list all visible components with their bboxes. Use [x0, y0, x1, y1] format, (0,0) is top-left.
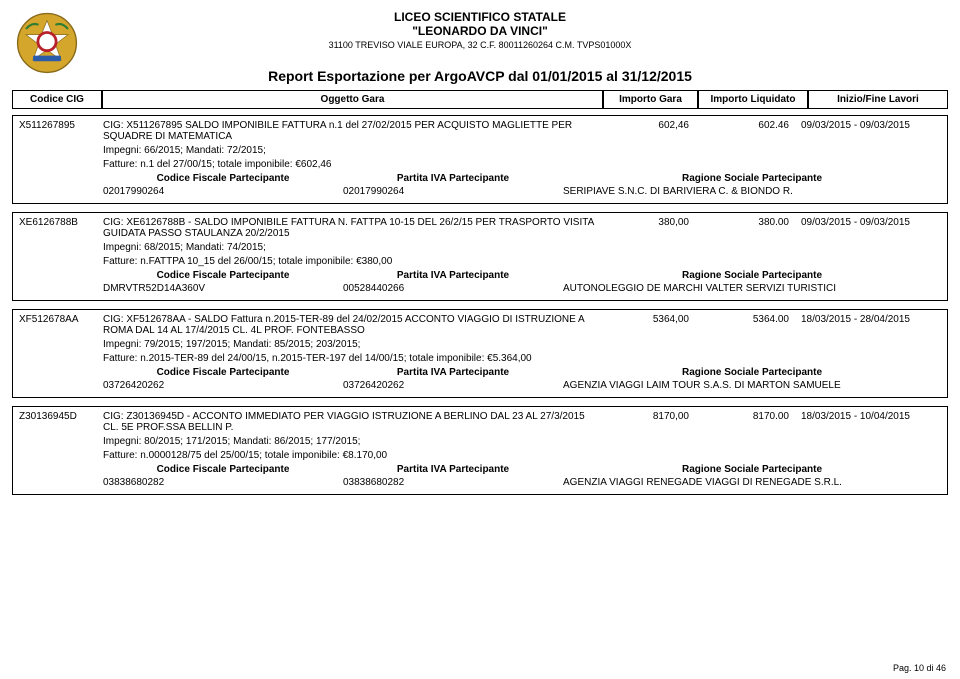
oggetto-value: CIG: XE6126788B - SALDO IMPONIBILE FATTU… [103, 217, 606, 239]
record-main-row: X511267895 CIG: X511267895 SALDO IMPONIB… [19, 120, 941, 142]
col-header-liquidato: Importo Liquidato [698, 90, 808, 109]
liquidato-value: 5364.00 [701, 314, 801, 336]
subcol-piva: Partita IVA Partecipante [343, 367, 563, 378]
col-header-cig: Codice CIG [12, 90, 102, 109]
fatture-line: Fatture: n.0000128/75 del 25/00/15; tota… [103, 450, 941, 461]
impegni-line: Impegni: 79/2015; 197/2015; Mandati: 85/… [103, 339, 941, 350]
record: XE6126788B CIG: XE6126788B - SALDO IMPON… [12, 212, 948, 301]
record-main-row: Z30136945D CIG: Z30136945D - ACCONTO IMM… [19, 411, 941, 433]
subcol-piva: Partita IVA Partecipante [343, 173, 563, 184]
participant-row: DMRVTR52D14A360V 00528440266 AUTONOLEGGI… [103, 283, 941, 294]
piva-value: 02017990264 [343, 186, 563, 197]
participant-row: 03726420262 03726420262 AGENZIA VIAGGI L… [103, 380, 941, 391]
participant-header-row: Codice Fiscale Partecipante Partita IVA … [103, 464, 941, 475]
subcol-rs: Ragione Sociale Partecipante [563, 173, 941, 184]
cig-value: XF512678AA [19, 314, 103, 336]
rs-value: AUTONOLEGGIO DE MARCHI VALTER SERVIZI TU… [563, 283, 941, 294]
record: X511267895 CIG: X511267895 SALDO IMPONIB… [12, 115, 948, 204]
col-header-oggetto: Oggetto Gara [102, 90, 603, 109]
date-value: 18/03/2015 - 10/04/2015 [801, 411, 941, 433]
fatture-line: Fatture: n.FATTPA 10_15 del 26/00/15; to… [103, 256, 941, 267]
participant-header-row: Codice Fiscale Partecipante Partita IVA … [103, 173, 941, 184]
page-number: Pag. 10 di 46 [893, 663, 946, 673]
date-value: 18/03/2015 - 28/04/2015 [801, 314, 941, 336]
subcol-rs: Ragione Sociale Partecipante [563, 464, 941, 475]
date-value: 09/03/2015 - 09/03/2015 [801, 217, 941, 239]
subcol-cf: Codice Fiscale Partecipante [103, 270, 343, 281]
impegni-line: Impegni: 66/2015; Mandati: 72/2015; [103, 145, 941, 156]
oggetto-value: CIG: XF512678AA - SALDO Fattura n.2015-T… [103, 314, 606, 336]
piva-value: 03726420262 [343, 380, 563, 391]
fatture-line: Fatture: n.1 del 27/00/15; totale imponi… [103, 159, 941, 170]
cf-value: 03838680282 [103, 477, 343, 488]
cf-value: 03726420262 [103, 380, 343, 391]
subcol-rs: Ragione Sociale Partecipante [563, 270, 941, 281]
subcol-piva: Partita IVA Partecipante [343, 464, 563, 475]
school-address: 31100 TREVISO VIALE EUROPA, 32 C.F. 8001… [0, 40, 960, 50]
cf-value: 02017990264 [103, 186, 343, 197]
subcol-rs: Ragione Sociale Partecipante [563, 367, 941, 378]
col-header-date: Inizio/Fine Lavori [808, 90, 948, 109]
importo-value: 380,00 [606, 217, 701, 239]
header-block: LICEO SCIENTIFICO STATALE "LEONARDO DA V… [0, 0, 960, 50]
piva-value: 03838680282 [343, 477, 563, 488]
oggetto-value: CIG: Z30136945D - ACCONTO IMMEDIATO PER … [103, 411, 606, 433]
rs-value: SERIPIAVE S.N.C. DI BARIVIERA C. & BIOND… [563, 186, 941, 197]
cig-value: XE6126788B [19, 217, 103, 239]
participant-header-row: Codice Fiscale Partecipante Partita IVA … [103, 367, 941, 378]
report-title: Report Esportazione per ArgoAVCP dal 01/… [0, 68, 960, 84]
importo-value: 8170,00 [606, 411, 701, 433]
subcol-cf: Codice Fiscale Partecipante [103, 173, 343, 184]
cig-value: X511267895 [19, 120, 103, 142]
italian-republic-emblem [12, 8, 82, 78]
importo-value: 5364,00 [606, 314, 701, 336]
liquidato-value: 380.00 [701, 217, 801, 239]
piva-value: 00528440266 [343, 283, 563, 294]
oggetto-value: CIG: X511267895 SALDO IMPONIBILE FATTURA… [103, 120, 606, 142]
record-main-row: XE6126788B CIG: XE6126788B - SALDO IMPON… [19, 217, 941, 239]
participant-row: 02017990264 02017990264 SERIPIAVE S.N.C.… [103, 186, 941, 197]
fatture-line: Fatture: n.2015-TER-89 del 24/00/15, n.2… [103, 353, 941, 364]
record-main-row: XF512678AA CIG: XF512678AA - SALDO Fattu… [19, 314, 941, 336]
cf-value: DMRVTR52D14A360V [103, 283, 343, 294]
participant-row: 03838680282 03838680282 AGENZIA VIAGGI R… [103, 477, 941, 488]
liquidato-value: 602.46 [701, 120, 801, 142]
liquidato-value: 8170.00 [701, 411, 801, 433]
subcol-cf: Codice Fiscale Partecipante [103, 464, 343, 475]
impegni-line: Impegni: 68/2015; Mandati: 74/2015; [103, 242, 941, 253]
record: XF512678AA CIG: XF512678AA - SALDO Fattu… [12, 309, 948, 398]
participant-header-row: Codice Fiscale Partecipante Partita IVA … [103, 270, 941, 281]
school-title-1: LICEO SCIENTIFICO STATALE [0, 10, 960, 24]
date-value: 09/03/2015 - 09/03/2015 [801, 120, 941, 142]
column-header-row: Codice CIG Oggetto Gara Importo Gara Imp… [12, 90, 948, 109]
rs-value: AGENZIA VIAGGI LAIM TOUR S.A.S. DI MARTO… [563, 380, 941, 391]
rs-value: AGENZIA VIAGGI RENEGADE VIAGGI DI RENEGA… [563, 477, 941, 488]
col-header-importo: Importo Gara [603, 90, 698, 109]
cig-value: Z30136945D [19, 411, 103, 433]
importo-value: 602,46 [606, 120, 701, 142]
subcol-cf: Codice Fiscale Partecipante [103, 367, 343, 378]
school-title-2: "LEONARDO DA VINCI" [0, 24, 960, 38]
subcol-piva: Partita IVA Partecipante [343, 270, 563, 281]
record: Z30136945D CIG: Z30136945D - ACCONTO IMM… [12, 406, 948, 495]
impegni-line: Impegni: 80/2015; 171/2015; Mandati: 86/… [103, 436, 941, 447]
